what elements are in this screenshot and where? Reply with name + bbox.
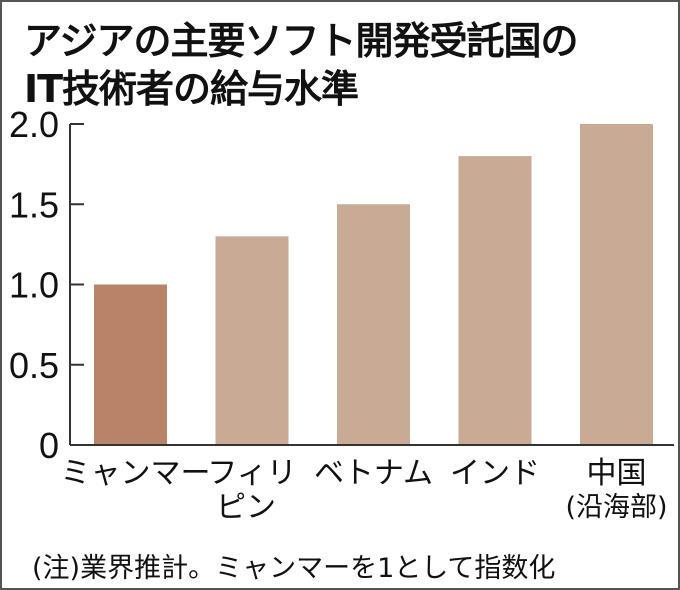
x-category-label: ミャンマー: [60, 456, 211, 491]
bar-2: [337, 204, 410, 445]
x-category-label-line: ベトナム: [313, 456, 434, 491]
bar-4: [580, 124, 653, 445]
y-tick-label: 2.0: [9, 104, 59, 145]
bar-0: [94, 284, 167, 445]
x-category-label: インド: [425, 457, 565, 491]
x-category-label-line: フィリ: [207, 456, 297, 491]
x-category-label: ベトナム: [304, 457, 444, 491]
x-category-label-line: ミャンマー: [60, 456, 211, 491]
y-tick-label: 0.5: [9, 345, 59, 386]
x-category-label-line: ピン: [216, 490, 276, 525]
bar-1: [215, 236, 289, 445]
x-category-label: 中国 (沿海部): [547, 456, 679, 525]
chart-title-line-1: アジアの主要ソフト開発受託国の: [24, 19, 578, 63]
x-category-label-line: (沿海部): [565, 492, 668, 523]
y-tick-label: 0: [39, 425, 59, 466]
y-tick-label: 1.5: [9, 184, 59, 225]
bar-3: [458, 156, 532, 445]
x-category-label: フィリ ピン: [182, 457, 322, 525]
x-category-label-line: 中国: [586, 456, 647, 491]
x-category-label-line: インド: [450, 456, 540, 491]
chart-title-line-2: IT技術者の給与水準: [24, 67, 359, 111]
y-tick-label: 1.0: [9, 265, 59, 306]
footnote: (注)業界推計。ミャンマーを1として指数化: [32, 553, 556, 584]
